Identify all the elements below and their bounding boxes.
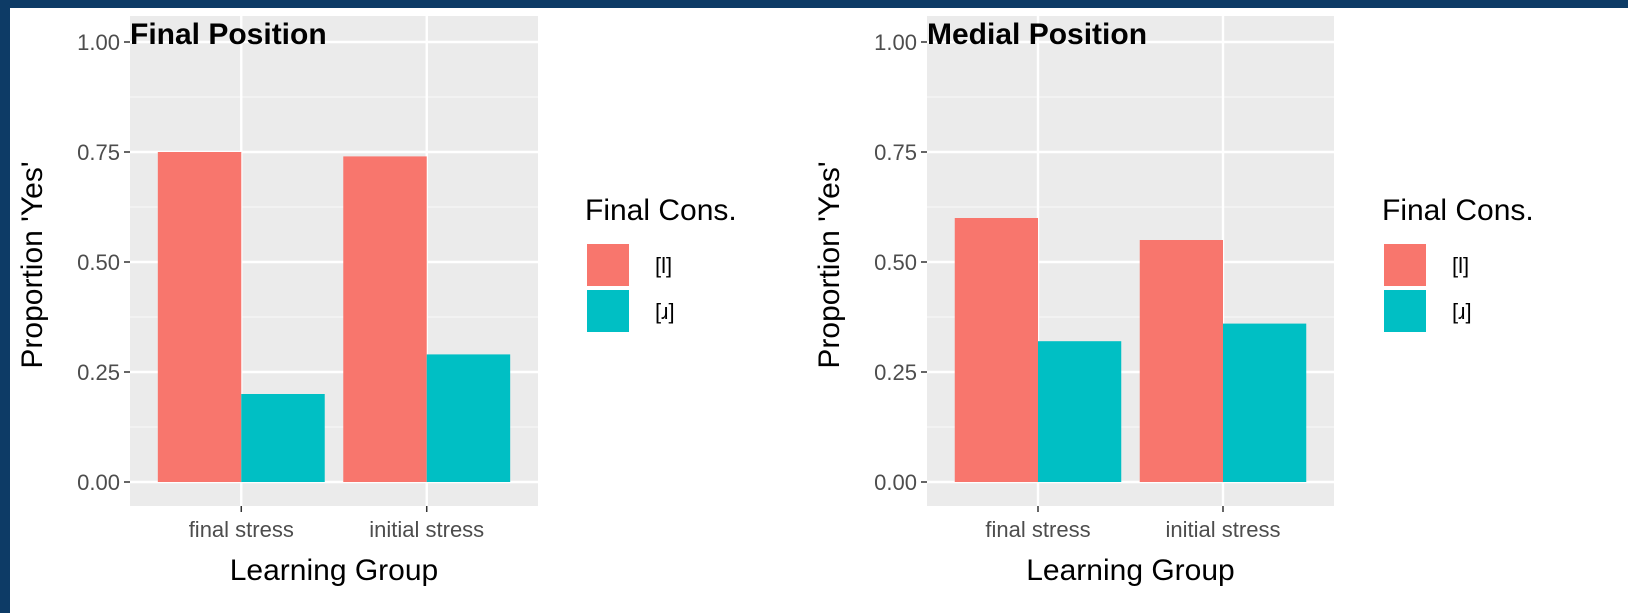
y-tick-label: 0.25 — [77, 360, 120, 385]
x-tick-label: final stress — [189, 517, 294, 542]
y-tick-label: 1.00 — [77, 30, 120, 55]
legend: Final Cons. [l] [ɹ] — [1382, 194, 1534, 332]
charts-canvas: 0.00 0.25 0.50 0.75 1.00 final stress initial … — [16, 16, 1534, 587]
bar-r-2 — [1223, 323, 1307, 482]
y-tick-label: 0.25 — [874, 360, 917, 385]
legend-label: [ɹ] — [1452, 299, 1472, 324]
legend-label: [l] — [655, 253, 672, 278]
x-axis-title: Learning Group — [230, 554, 438, 587]
x-tick-label: final stress — [985, 517, 1090, 542]
bar-r-2 — [426, 354, 511, 482]
y-tick-label: 0.75 — [77, 140, 120, 165]
y-tick-label: 0.00 — [874, 470, 917, 495]
y-tick-label: 1.00 — [874, 30, 917, 55]
x-tick-label: initial stress — [1166, 517, 1281, 542]
y-tick-label: 0.50 — [874, 250, 917, 275]
bar-r-1 — [1038, 341, 1122, 482]
y-axis-title: Proportion 'Yes' — [813, 161, 846, 368]
figure-frame: 0.00 0.25 0.50 0.75 1.00 final stress initial … — [10, 8, 1628, 613]
legend-key — [1384, 244, 1426, 286]
panel-title: Final Position — [130, 18, 327, 51]
legend-key — [587, 244, 629, 286]
legend-title: Final Cons. — [585, 194, 737, 227]
legend-title: Final Cons. — [1382, 194, 1534, 227]
bar-l-2 — [1139, 240, 1223, 482]
y-tick-label: 0.75 — [874, 140, 917, 165]
bar-r-1 — [241, 394, 325, 482]
chart-panel-2: 0.00 0.25 0.50 0.75 1.00 final stress initial … — [813, 16, 1534, 587]
legend-key — [1384, 290, 1426, 332]
legend-key — [587, 290, 629, 332]
bar-l-2 — [343, 156, 427, 482]
y-tick-label: 0.50 — [77, 250, 120, 275]
y-tick-label: 0.00 — [77, 470, 120, 495]
bar-l-1 — [157, 152, 242, 482]
x-axis-title: Learning Group — [1026, 554, 1234, 587]
y-axis-title: Proportion 'Yes' — [16, 161, 49, 368]
x-tick-label: initial stress — [369, 517, 484, 542]
panel-title: Medial Position — [927, 18, 1147, 51]
legend-label: [l] — [1452, 253, 1469, 278]
legend-label: [ɹ] — [655, 299, 675, 324]
bar-l-1 — [954, 218, 1038, 482]
chart-panel-1: 0.00 0.25 0.50 0.75 1.00 final stress initial … — [16, 16, 737, 587]
legend: Final Cons. [l] [ɹ] — [585, 194, 737, 332]
